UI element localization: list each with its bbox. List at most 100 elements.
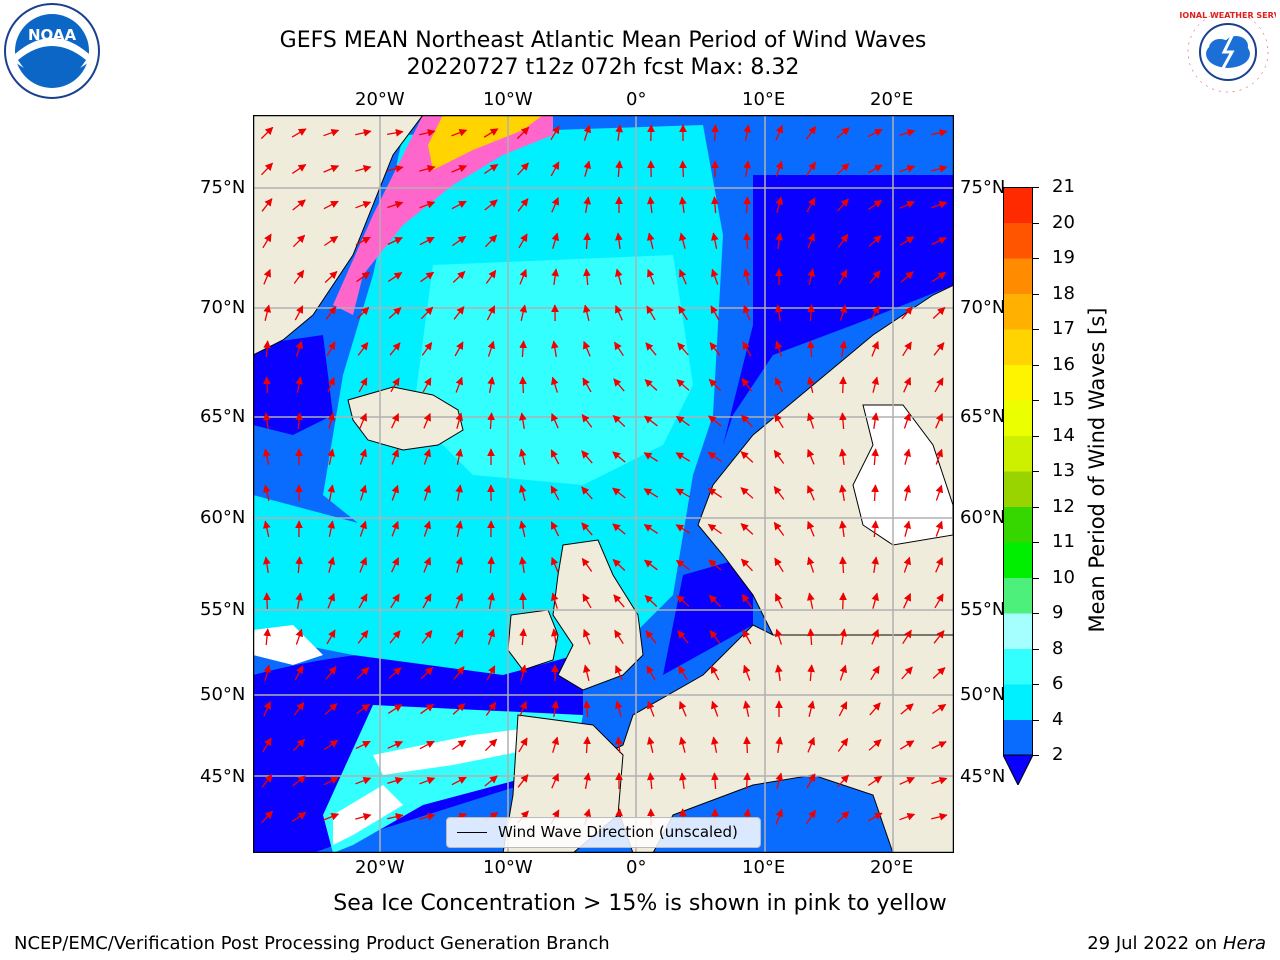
sea-ice-caption: Sea Ice Concentration > 15% is shown in … <box>333 891 947 916</box>
wind-wave-arrow <box>711 268 719 285</box>
colorbar-svg <box>1002 187 1034 787</box>
wind-wave-arrow <box>263 304 272 321</box>
wind-wave-arrow <box>261 810 274 824</box>
wind-wave-arrow <box>262 520 271 537</box>
wind-wave-arrow <box>582 304 591 321</box>
wind-wave-arrow <box>612 558 626 571</box>
wind-wave-arrow <box>422 377 432 393</box>
wind-wave-arrow <box>807 628 815 646</box>
wind-wave-arrow <box>324 739 339 751</box>
colorbar-tick-label: 4 <box>1052 708 1064 730</box>
lat-label-right-55n: 55°N <box>960 599 1006 620</box>
wind-wave-arrow <box>870 305 880 321</box>
wind-wave-arrow <box>387 164 404 173</box>
wind-wave-arrow <box>484 234 498 248</box>
lat-label-right-75n: 75°N <box>960 177 1006 198</box>
wind-wave-arrow <box>389 342 401 356</box>
wind-wave-arrow <box>935 412 943 429</box>
wind-wave-arrow <box>869 702 881 716</box>
wind-wave-arrow <box>743 232 751 250</box>
colorbar-tick-mark <box>1033 755 1039 756</box>
wind-wave-arrow <box>583 160 592 177</box>
wind-wave-arrow <box>551 736 560 753</box>
map-svg <box>252 114 955 854</box>
wind-wave-arrow <box>420 306 434 320</box>
wind-wave-arrow <box>519 700 527 717</box>
chart-subtitle: 20220727 t12z 072h fcst Max: 8.32 <box>406 55 800 80</box>
colorbar-segment <box>1003 684 1033 720</box>
wind-wave-arrow <box>551 700 560 717</box>
wind-wave-arrow <box>419 236 435 246</box>
wind-wave-arrow <box>740 487 754 499</box>
wind-wave-arrow <box>900 271 914 283</box>
wind-wave-arrow <box>807 736 815 753</box>
wind-wave-arrow <box>295 556 303 574</box>
colorbar-tick-label: 18 <box>1052 282 1075 304</box>
wind-wave-arrow <box>359 484 368 501</box>
wind-wave-arrow <box>518 484 527 501</box>
lat-label-left-55n: 55°N <box>200 599 246 620</box>
colorbar-tick-label: 15 <box>1052 389 1075 410</box>
wind-wave-arrow <box>708 415 722 427</box>
wind-wave-arrow <box>327 520 336 537</box>
wind-wave-arrow <box>291 128 307 138</box>
wind-wave-arrow <box>582 377 592 393</box>
wind-wave-arrow <box>871 412 880 429</box>
wind-wave-arrow <box>421 629 433 644</box>
wind-wave-arrow <box>710 305 720 321</box>
colorbar-tick-mark <box>1033 719 1039 721</box>
lon-label-top-20w: 20°W <box>355 89 405 110</box>
wind-wave-arrow <box>391 484 399 501</box>
wind-wave-arrow <box>775 736 784 753</box>
wind-wave-arrow <box>901 306 913 320</box>
wind-wave-arrow <box>774 413 784 429</box>
wind-wave-arrow <box>614 341 624 357</box>
wind-wave-arrow <box>359 556 367 573</box>
wind-wave-arrow <box>933 342 945 356</box>
wind-wave-arrow <box>451 776 467 786</box>
colorbar-extend-triangle <box>1002 754 1034 787</box>
wind-wave-arrow <box>774 628 783 645</box>
wind-wave-arrow <box>871 520 879 538</box>
wind-wave-arrow <box>740 451 754 463</box>
wind-wave-arrow <box>903 556 912 573</box>
wind-wave-arrow <box>644 379 658 391</box>
wind-wave-arrow <box>645 342 657 356</box>
wind-wave-arrow <box>806 161 816 177</box>
wind-wave-arrow <box>419 740 435 750</box>
wind-wave-arrow <box>839 628 848 646</box>
lat-label-right-65n: 65°N <box>960 406 1006 427</box>
wind-wave-arrow <box>678 305 688 321</box>
noaa-logo-text: NOAA <box>28 26 77 44</box>
map-frame <box>252 114 955 854</box>
wind-wave-arrow <box>387 741 404 749</box>
wind-wave-arrow <box>387 704 403 714</box>
wind-wave-arrow <box>263 340 271 358</box>
wind-wave-arrow <box>355 777 372 785</box>
wind-wave-arrow <box>646 665 656 681</box>
colorbar-segment <box>1003 400 1033 436</box>
wind-wave-arrow <box>517 774 529 788</box>
wind-wave-arrow <box>387 200 404 209</box>
wind-wave-arrow <box>806 773 816 789</box>
wind-wave-arrow <box>679 700 687 717</box>
wind-wave-arrow <box>775 196 784 213</box>
wind-wave-arrow <box>773 521 785 536</box>
wind-wave-arrow <box>455 556 464 573</box>
wind-wave-arrow <box>263 628 271 646</box>
wind-wave-arrow <box>903 520 912 537</box>
wind-wave-arrow <box>709 629 721 644</box>
wind-wave-arrow <box>550 592 559 609</box>
colorbar-tick-label: 13 <box>1052 460 1075 481</box>
lat-label-right-45n: 45°N <box>960 766 1006 787</box>
wind-wave-arrow <box>868 775 883 787</box>
wind-wave-arrow <box>647 196 655 214</box>
wind-wave-arrow <box>550 485 560 501</box>
footer-host: Hera <box>1222 933 1266 954</box>
lon-label-bottom-20w: 20°W <box>355 857 405 878</box>
wind-wave-arrow <box>295 592 304 609</box>
wind-wave-arrow <box>391 448 400 465</box>
wind-wave-arrow <box>455 448 464 465</box>
wind-wave-arrow <box>931 776 948 785</box>
wind-wave-arrow <box>423 448 432 465</box>
